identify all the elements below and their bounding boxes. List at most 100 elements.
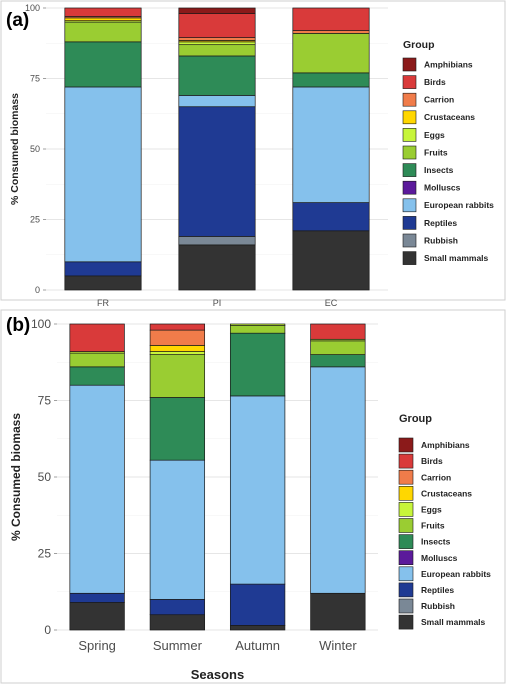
legend-swatch-carrion xyxy=(398,469,414,485)
panel-b-chart: 0 25 50 75 100 Spring Summer Autumn Winter % Cons… xyxy=(9,317,491,682)
legend-label-molluscs: Molluscs xyxy=(421,553,458,563)
y-axis-title: % Consumed biomass xyxy=(9,413,23,541)
y-tick-label: 25 xyxy=(30,215,40,225)
legend-label-crustaceans: Crustaceans xyxy=(424,112,475,122)
bar-segment-spring-fruits xyxy=(69,352,125,368)
bar-segment-spring-insects xyxy=(69,366,125,386)
bar-segment-autumn-insects xyxy=(229,332,286,397)
bar-segment-winter-insects xyxy=(310,354,366,368)
legend-swatch-reptiles xyxy=(402,216,417,230)
bar-segment-fr-reptiles xyxy=(64,261,142,277)
legend-swatch-european-rabbits xyxy=(398,566,414,582)
legend-swatch-molluscs xyxy=(402,180,417,195)
legend-swatch-rubbish xyxy=(398,598,414,614)
legend-label-amphibians: Amphibians xyxy=(421,440,470,450)
bar-segment-fr-european-rabbits xyxy=(64,86,142,263)
y-tick-label: 50 xyxy=(38,470,52,484)
bar-segment-fr-small-mammals xyxy=(64,275,142,291)
legend-label-birds: Birds xyxy=(421,456,443,466)
bar-segment-autumn-reptiles xyxy=(229,583,286,626)
bar-segment-autumn-fruits xyxy=(229,325,286,334)
bar-segment-pi-eggs xyxy=(178,41,256,46)
legend-label-amphibians: Amphibians xyxy=(424,59,473,69)
bar-segment-ec-carrion xyxy=(292,30,370,34)
legend-label-reptiles: Reptiles xyxy=(421,585,454,595)
y-tick-label: 0 xyxy=(44,623,51,637)
bar-segment-fr-fruits xyxy=(64,21,142,43)
bar-segment-pi-carrion xyxy=(178,37,256,41)
bar-segment-summer-fruits xyxy=(149,354,206,398)
x-axis-title: Seasons xyxy=(191,667,244,682)
bar-segment-spring-european-rabbits xyxy=(69,384,125,594)
bar-segment-spring-reptiles xyxy=(69,592,125,603)
legend-label-reptiles: Reptiles xyxy=(424,218,457,228)
panel-a-label: (a) xyxy=(6,10,29,31)
bar-segment-ec-insects xyxy=(292,72,370,88)
bar-segment-summer-eggs xyxy=(149,351,206,355)
legend-swatch-birds xyxy=(398,453,414,469)
legend-label-fruits: Fruits xyxy=(421,521,445,531)
bar-segment-autumn-eggs xyxy=(229,323,286,326)
bar-segment-winter-fruits xyxy=(310,340,366,355)
legend-label-rubbish: Rubbish xyxy=(424,235,458,245)
legend-swatch-fruits xyxy=(402,145,417,160)
legend-title: Group xyxy=(399,413,432,425)
legend-swatch-molluscs xyxy=(398,550,414,566)
legend-swatch-reptiles xyxy=(398,582,414,598)
bar-segment-autumn-small-mammals xyxy=(229,625,286,631)
x-tick-label: EC xyxy=(325,298,338,308)
bar-segment-ec-european-rabbits xyxy=(292,86,370,203)
legend-label-european-rabbits: European rabbits xyxy=(421,569,491,579)
legend-swatch-crustaceans xyxy=(402,110,417,125)
legend-label-carrion: Carrion xyxy=(421,472,451,482)
bar-segment-pi-amphibians xyxy=(178,7,256,14)
legend-swatch-small-mammals xyxy=(402,251,417,265)
legend-swatch-carrion xyxy=(402,92,417,107)
legend-swatch-small-mammals xyxy=(398,614,414,630)
y-tick-label: 100 xyxy=(31,317,51,331)
bar-segment-ec-birds xyxy=(292,7,370,31)
bar-segment-pi-birds xyxy=(178,13,256,38)
y-tick-label: 75 xyxy=(30,74,40,84)
bar-segment-summer-european-rabbits xyxy=(149,459,206,600)
legend-swatch-european-rabbits xyxy=(402,198,417,213)
panel-b-label: (b) xyxy=(6,315,30,336)
bar-segment-pi-reptiles xyxy=(178,106,256,237)
bar-segment-fr-insects xyxy=(64,41,142,88)
legend-label-fruits: Fruits xyxy=(424,147,448,157)
legend-label-crustaceans: Crustaceans xyxy=(421,488,472,498)
x-tick-label: FR xyxy=(97,298,109,308)
bar-segment-winter-small-mammals xyxy=(310,592,366,631)
bar-segment-winter-birds xyxy=(310,323,366,340)
bar-segment-ec-reptiles xyxy=(292,202,370,232)
bar-segment-pi-small-mammals xyxy=(178,244,256,291)
legend-label-rubbish: Rubbish xyxy=(421,601,455,611)
panel-a-chart: 0 25 50 75 100 FR PI EC % Consumed biomass Group A… xyxy=(9,3,494,308)
x-tick-label: Autumn xyxy=(235,638,280,653)
legend-label-insects: Insects xyxy=(421,537,451,547)
bar-segment-summer-insects xyxy=(149,397,206,461)
bar-segment-summer-reptiles xyxy=(149,599,206,616)
bar-segment-summer-crustaceans xyxy=(149,345,206,352)
bar-segment-ec-fruits xyxy=(292,33,370,74)
legend-swatch-fruits xyxy=(398,518,414,533)
legend-swatch-insects xyxy=(402,163,417,177)
bar-segment-pi-european-rabbits xyxy=(178,95,256,108)
legend-label-molluscs: Molluscs xyxy=(424,183,461,193)
bar-segment-summer-small-mammals xyxy=(149,614,206,631)
x-tick-label: PI xyxy=(213,298,222,308)
legend-swatch-birds xyxy=(402,75,417,89)
legend-title: Group xyxy=(403,39,435,51)
legend-swatch-rubbish xyxy=(402,233,417,248)
legend-label-carrion: Carrion xyxy=(424,95,454,105)
y-tick-label: 100 xyxy=(25,3,40,13)
y-tick-label: 50 xyxy=(30,144,40,154)
legend-label-eggs: Eggs xyxy=(421,504,442,514)
legend-swatch-crustaceans xyxy=(398,485,414,501)
y-tick-label: 0 xyxy=(35,285,40,295)
bar-segment-fr-crustaceans xyxy=(64,17,142,22)
legend-swatch-amphibians xyxy=(402,57,417,72)
bar-segment-summer-birds xyxy=(149,323,206,331)
bar-segment-pi-fruits xyxy=(178,44,256,57)
